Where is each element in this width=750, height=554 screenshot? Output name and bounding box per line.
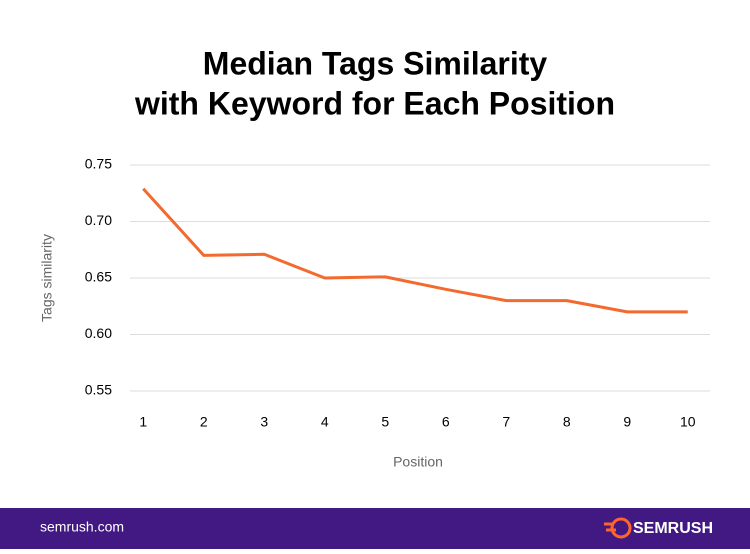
x-tick-label: 3 bbox=[260, 414, 268, 430]
chart-title: Median Tags Similarity bbox=[203, 45, 548, 81]
footer-site: semrush.com bbox=[40, 519, 124, 535]
y-tick-label: 0.60 bbox=[85, 325, 112, 341]
y-tick-label: 0.65 bbox=[85, 269, 112, 285]
x-tick-label: 8 bbox=[563, 414, 571, 430]
footer-brand: SEMRUSH bbox=[633, 520, 713, 537]
y-tick-label: 0.75 bbox=[85, 156, 112, 172]
x-tick-label: 5 bbox=[381, 414, 389, 430]
x-tick-label: 10 bbox=[680, 414, 696, 430]
footer bbox=[0, 508, 750, 549]
y-tick-label: 0.55 bbox=[85, 382, 112, 398]
x-tick-label: 9 bbox=[623, 414, 631, 430]
x-axis-label: Position bbox=[393, 454, 443, 470]
x-tick-label: 4 bbox=[321, 414, 329, 430]
chart-title: with Keyword for Each Position bbox=[134, 85, 615, 121]
x-tick-label: 7 bbox=[502, 414, 510, 430]
brand-logo bbox=[604, 517, 632, 539]
x-tick-label: 2 bbox=[200, 414, 208, 430]
y-tick-label: 0.70 bbox=[85, 212, 112, 228]
line bbox=[142, 187, 688, 314]
y-axis-label: Tags similarity bbox=[39, 234, 55, 322]
x-tick-label: 1 bbox=[139, 414, 147, 430]
x-tick-label: 6 bbox=[442, 414, 450, 430]
